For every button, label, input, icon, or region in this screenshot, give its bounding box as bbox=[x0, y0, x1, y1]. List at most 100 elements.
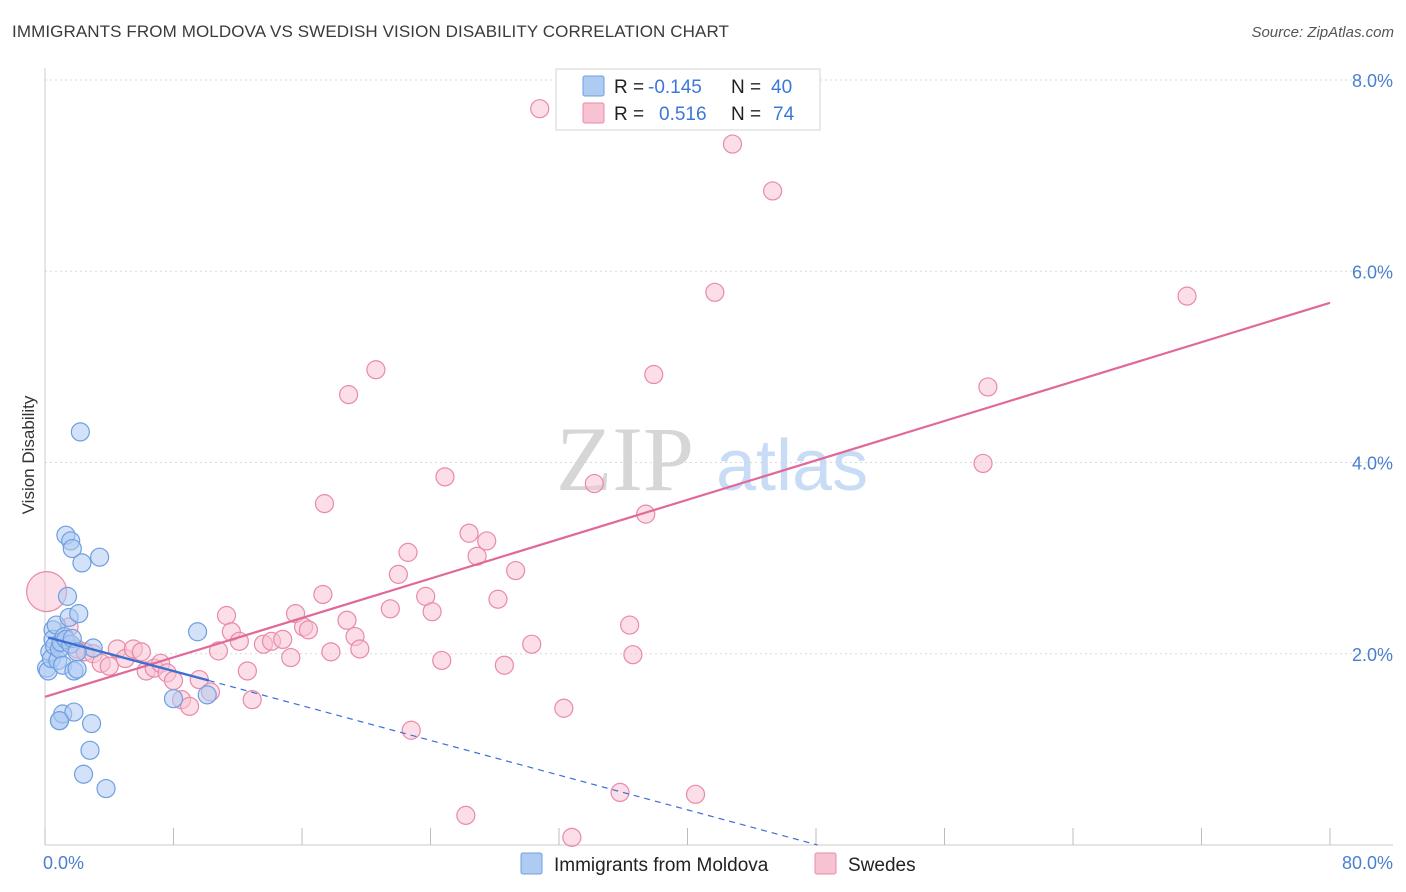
moldova-point bbox=[70, 422, 90, 442]
swedes-points bbox=[26, 99, 1197, 847]
swedes-point bbox=[242, 690, 262, 710]
swedes-point bbox=[477, 531, 497, 551]
moldova-point bbox=[197, 685, 217, 705]
y-tick-label-0: 2.0% bbox=[1352, 645, 1393, 665]
moldova-point bbox=[69, 603, 89, 624]
swedes-point bbox=[623, 645, 643, 665]
swedes-point bbox=[763, 181, 783, 201]
swedes-point bbox=[398, 542, 418, 562]
swedes-point bbox=[314, 494, 335, 514]
moldova-trend-line bbox=[47, 636, 210, 682]
swedes-point bbox=[610, 782, 630, 803]
swedes-point bbox=[216, 605, 237, 626]
swedes-point bbox=[456, 805, 476, 825]
legend-r-label-1: R = bbox=[614, 77, 644, 98]
series-legend: Immigrants from Moldova Swedes bbox=[520, 852, 916, 876]
swedes-point bbox=[298, 620, 319, 640]
trend-lines bbox=[44, 301, 1331, 846]
swedes-point bbox=[459, 523, 479, 543]
swedes-point bbox=[722, 134, 743, 154]
moldova-point bbox=[96, 778, 116, 799]
swedes-point bbox=[131, 642, 151, 662]
legend-swatch-blue bbox=[582, 75, 605, 97]
swedes-point bbox=[644, 364, 664, 385]
legend-n-label-2: N = bbox=[731, 104, 761, 125]
series-legend-swedes: Swedes bbox=[848, 855, 916, 876]
moldova-points bbox=[37, 422, 217, 799]
moldova-point bbox=[81, 713, 102, 734]
legend-swatch-pink bbox=[582, 102, 605, 124]
swedes-point bbox=[685, 784, 706, 804]
swedes-point bbox=[562, 827, 582, 847]
swedes-point bbox=[179, 696, 200, 716]
swedes-point bbox=[978, 377, 998, 397]
axes bbox=[44, 68, 1393, 846]
swedes-point bbox=[584, 473, 604, 494]
moldova-point bbox=[62, 538, 82, 559]
swedes-point bbox=[99, 656, 119, 676]
legend-n-label-1: N = bbox=[731, 77, 761, 98]
swedes-point bbox=[366, 360, 386, 380]
tick-labels: 2.0% 4.0% 6.0% 8.0% 0.0% 80.0% bbox=[43, 71, 1393, 873]
moldova-point bbox=[57, 586, 78, 606]
swedes-point bbox=[1177, 286, 1197, 306]
swedes-point bbox=[313, 584, 333, 605]
moldova-point bbox=[49, 711, 70, 731]
chart-title: IMMIGRANTS FROM MOLDOVA VS SWEDISH VISIO… bbox=[12, 22, 730, 41]
chart-source: Source: ZipAtlas.com bbox=[1251, 24, 1394, 41]
swedes-point bbox=[337, 610, 357, 630]
legend-n-value-2: 74 bbox=[773, 104, 795, 125]
swedes-point bbox=[554, 698, 574, 718]
legend-r-value-2: 0.516 bbox=[659, 104, 707, 125]
swedes-point bbox=[522, 634, 542, 654]
swedes-point bbox=[530, 99, 550, 119]
moldova-point bbox=[163, 689, 184, 709]
series-legend-swatch-swedes bbox=[814, 852, 837, 875]
watermark: ZIP atlas bbox=[556, 408, 868, 510]
swedes-point bbox=[401, 720, 421, 740]
swedes-point bbox=[388, 564, 408, 584]
moldova-point bbox=[80, 740, 100, 760]
correlation-legend: R = -0.145 N = 40 R = 0.516 N = 74 bbox=[555, 68, 821, 131]
x-tick-label-max: 80.0% bbox=[1342, 853, 1393, 873]
swedes-point bbox=[338, 385, 359, 405]
swedes-point bbox=[208, 641, 229, 661]
swedes-point bbox=[163, 670, 184, 691]
series-legend-swatch-moldova bbox=[520, 852, 543, 875]
swedes-trend-line bbox=[44, 301, 1331, 698]
moldova-point bbox=[73, 764, 94, 784]
watermark-zip: ZIP bbox=[556, 408, 694, 510]
grid-lines bbox=[45, 79, 1393, 655]
y-axis-title: Vision Disability bbox=[19, 395, 38, 514]
moldova-trend-extension bbox=[208, 679, 818, 846]
swedes-point bbox=[506, 560, 526, 581]
swedes-point bbox=[488, 589, 508, 609]
swedes-point bbox=[422, 602, 442, 622]
swedes-point bbox=[273, 629, 293, 650]
y-tick-label-1: 4.0% bbox=[1352, 454, 1393, 474]
swedes-point bbox=[705, 282, 725, 302]
swedes-point bbox=[432, 650, 452, 671]
swedes-point bbox=[281, 647, 301, 668]
swedes-point bbox=[494, 655, 514, 675]
moldova-point bbox=[90, 547, 110, 567]
legend-r-label-2: R = bbox=[614, 104, 644, 125]
swedes-point bbox=[380, 599, 400, 619]
watermark-atlas: atlas bbox=[716, 426, 868, 506]
moldova-point bbox=[187, 622, 208, 642]
swedes-point bbox=[350, 639, 370, 659]
swedes-point bbox=[620, 615, 640, 635]
swedes-point bbox=[237, 661, 257, 681]
y-tick-label-3: 8.0% bbox=[1352, 71, 1393, 91]
moldova-point bbox=[64, 702, 84, 722]
legend-r-value-1: -0.145 bbox=[648, 77, 702, 98]
moldova-point bbox=[72, 553, 92, 573]
moldova-point bbox=[67, 659, 87, 679]
series-legend-moldova: Immigrants from Moldova bbox=[554, 855, 769, 876]
legend-n-value-1: 40 bbox=[771, 77, 792, 98]
x-tick-label-min: 0.0% bbox=[43, 853, 84, 873]
swedes-point bbox=[973, 453, 993, 474]
y-tick-label-2: 6.0% bbox=[1352, 262, 1393, 282]
swedes-point bbox=[321, 642, 341, 662]
